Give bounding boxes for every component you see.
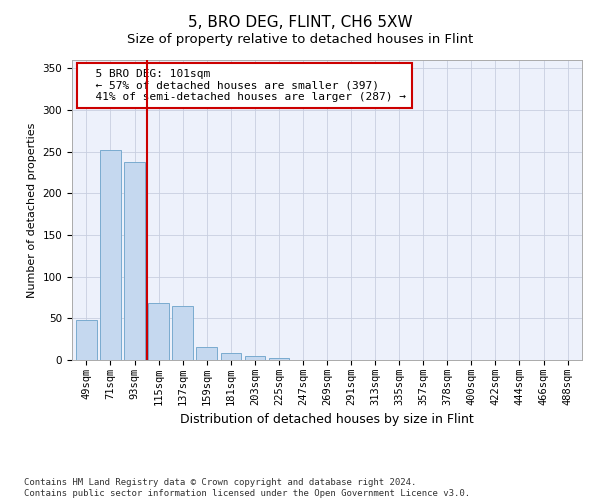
Text: Contains HM Land Registry data © Crown copyright and database right 2024.
Contai: Contains HM Land Registry data © Crown c… [24, 478, 470, 498]
Bar [269, 358, 289, 360]
Bar [221, 354, 241, 360]
Bar [124, 162, 145, 360]
Text: 5, BRO DEG, FLINT, CH6 5XW: 5, BRO DEG, FLINT, CH6 5XW [188, 15, 412, 30]
Text: Size of property relative to detached houses in Flint: Size of property relative to detached ho… [127, 32, 473, 46]
Y-axis label: Number of detached properties: Number of detached properties [27, 122, 37, 298]
Text: 5 BRO DEG: 101sqm
  ← 57% of detached houses are smaller (397)
  41% of semi-det: 5 BRO DEG: 101sqm ← 57% of detached hous… [82, 69, 406, 102]
Bar [76, 320, 97, 360]
Bar [196, 346, 217, 360]
X-axis label: Distribution of detached houses by size in Flint: Distribution of detached houses by size … [180, 414, 474, 426]
Bar [172, 306, 193, 360]
Bar [245, 356, 265, 360]
Bar [100, 150, 121, 360]
Bar [148, 304, 169, 360]
